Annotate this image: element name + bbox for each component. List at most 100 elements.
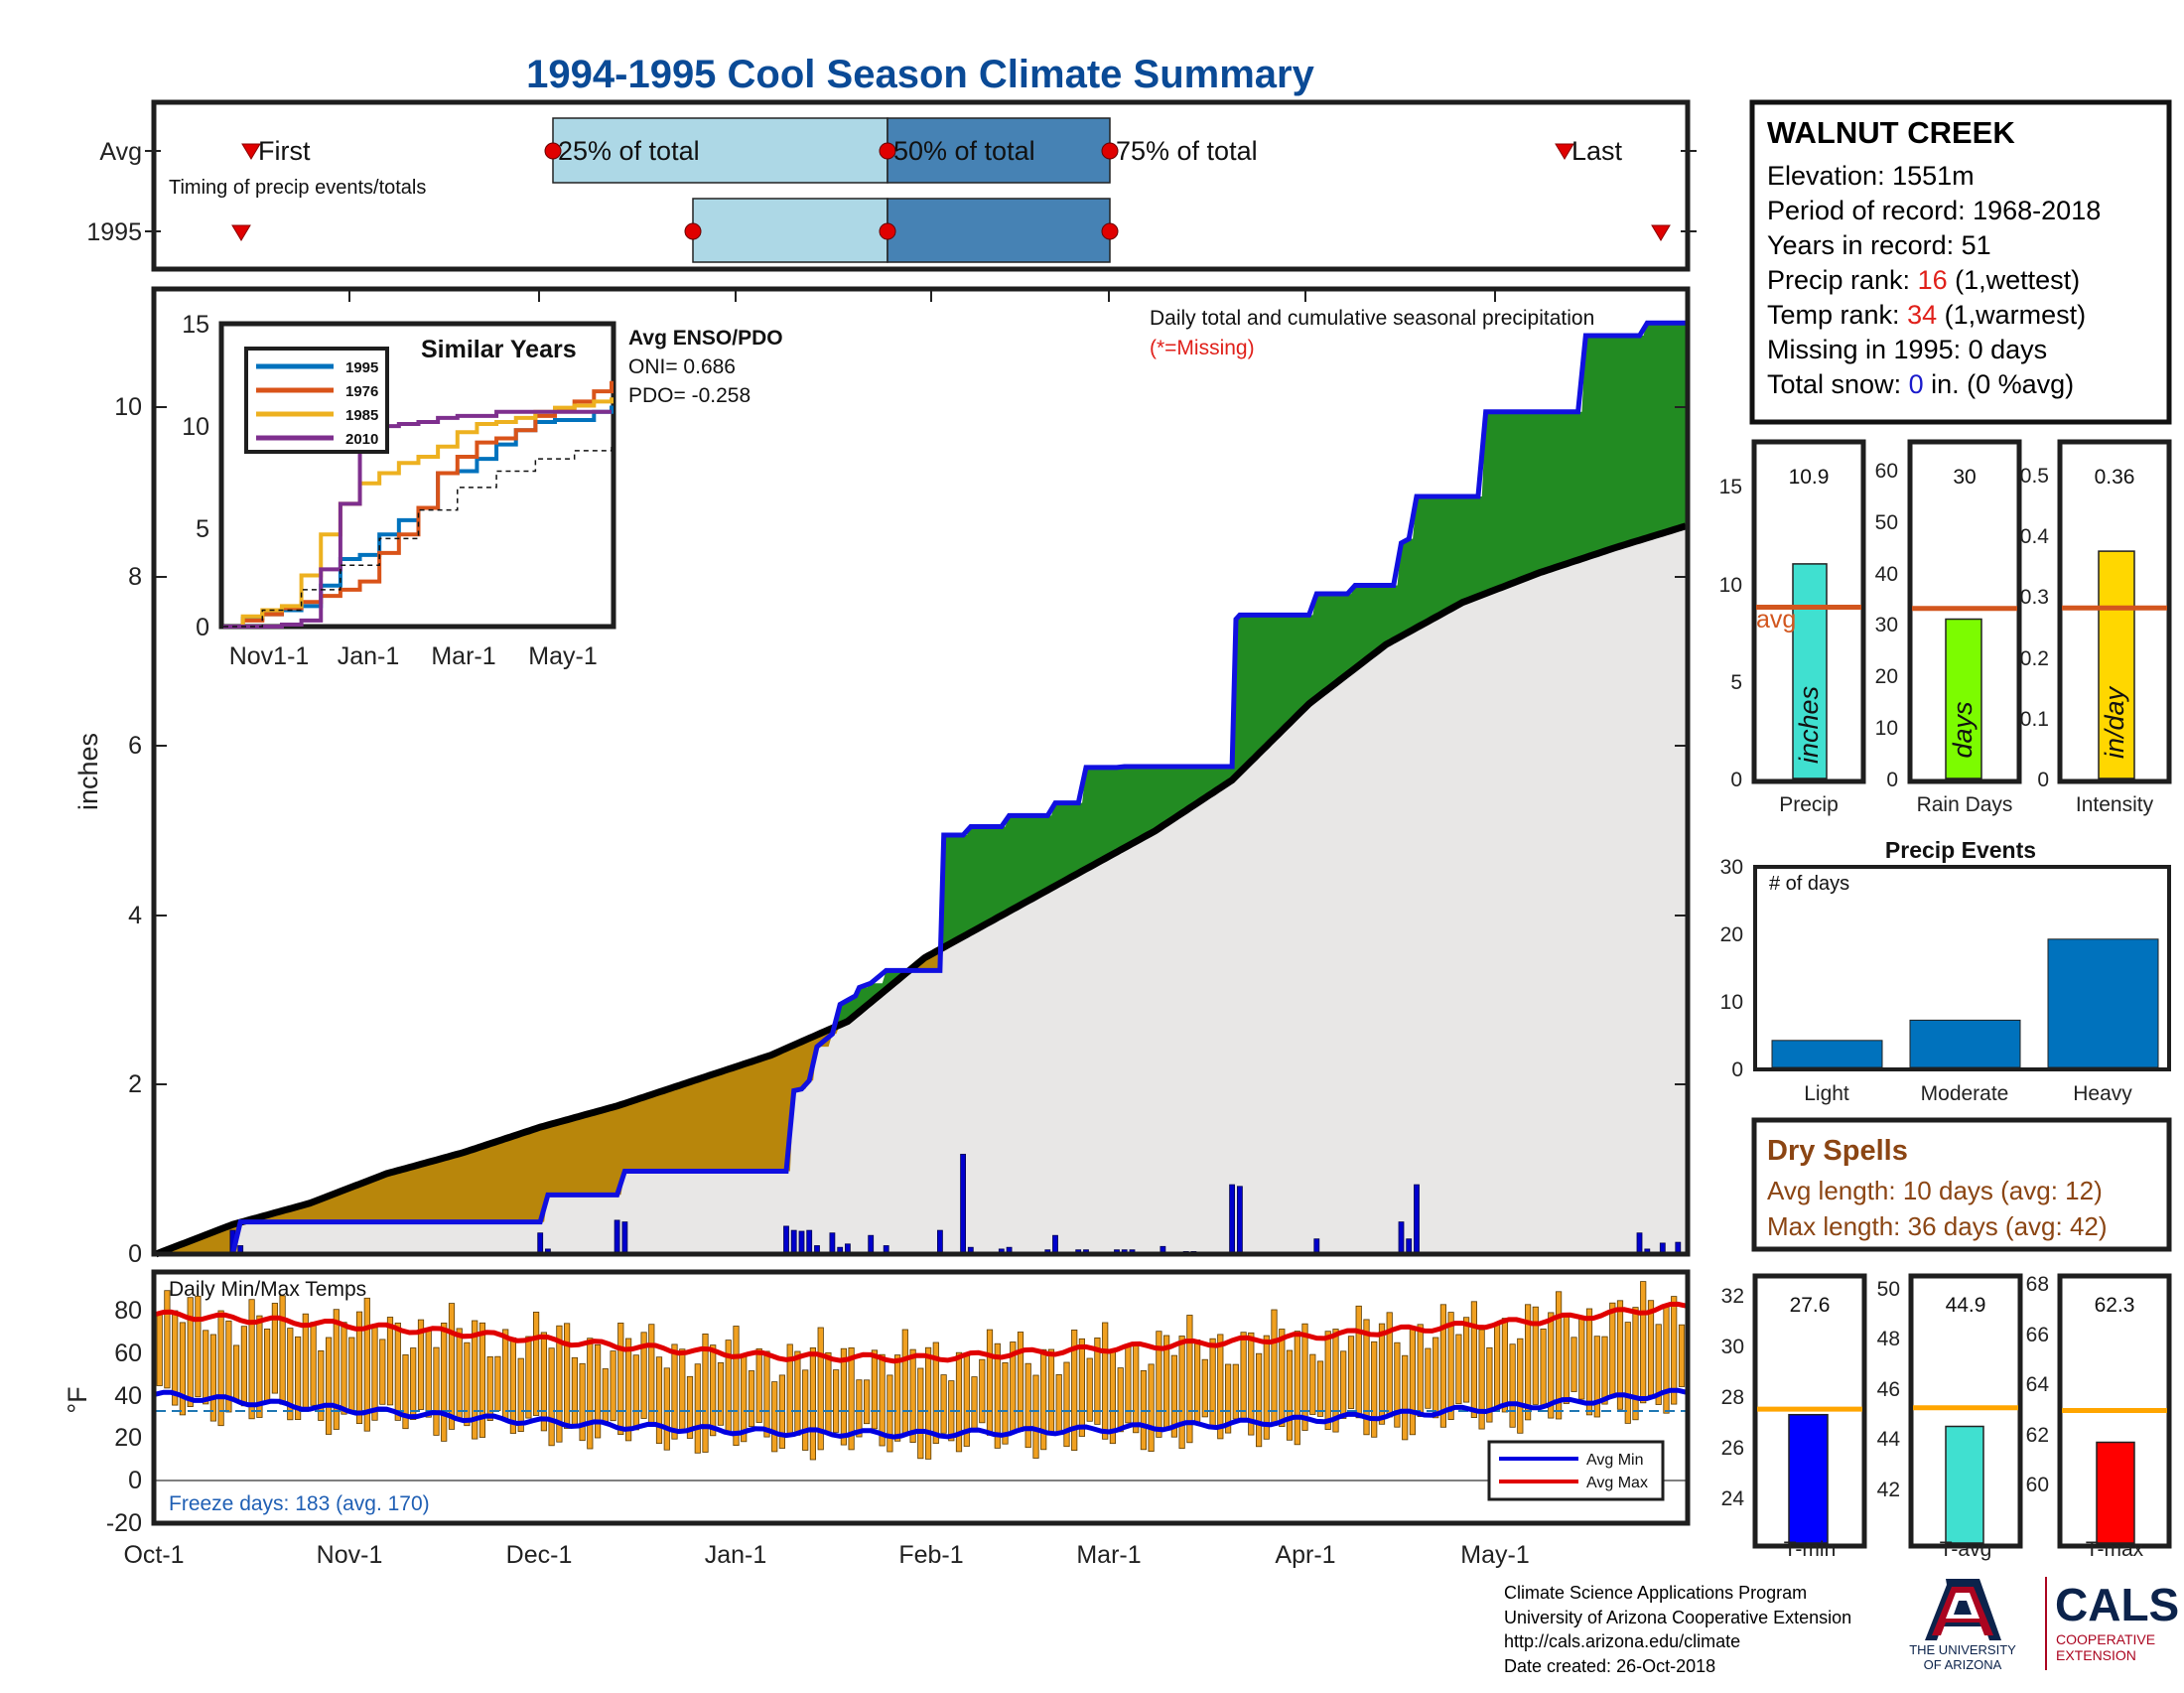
daily-temp-bar <box>564 1323 571 1429</box>
daily-temp-bar <box>540 1332 548 1432</box>
timing-row-1995: 1995 <box>86 218 142 246</box>
rain-ytick-0: 0 <box>1886 769 1898 791</box>
daily-precip-bar <box>1398 1221 1405 1255</box>
temps-chart-frame <box>151 1269 1691 1526</box>
tmax-ytick-60: 60 <box>2026 1474 2049 1496</box>
average-cumulative-area <box>156 525 1686 1254</box>
daily-temp-bar <box>1017 1332 1024 1432</box>
tmin-ytick-28: 28 <box>1721 1386 1744 1409</box>
daily-temp-bar <box>294 1336 302 1421</box>
rain-days-panel: 30 days Rain Days 0 10 20 30 40 50 60 <box>1875 439 2022 816</box>
daily-temp-bar <box>1402 1354 1409 1441</box>
tmin-ytick-30: 30 <box>1721 1336 1744 1358</box>
daily-temp-bar <box>1525 1304 1532 1421</box>
temps-legend <box>1487 1440 1665 1501</box>
daily-temp-bar <box>1501 1318 1508 1413</box>
tavg-ytick-48: 48 <box>1877 1328 1900 1350</box>
inset-ytick-0: 0 <box>196 614 209 641</box>
daily-temp-bar <box>302 1313 309 1408</box>
daily-temp-bar <box>533 1312 540 1416</box>
xtick-dec: Dec-1 <box>506 1541 573 1569</box>
legend-1995: 1995 <box>345 359 378 376</box>
y-tick-4: 4 <box>128 902 142 929</box>
tavg-bar <box>1945 1425 1984 1544</box>
intensity-panel: 0.36 in/day Intensity 0 0.1 0.2 0.3 0.4 … <box>2020 439 2172 816</box>
y1995-p50-marker <box>879 222 896 240</box>
precip-ytick-15: 15 <box>1719 476 1742 498</box>
station-precip-rank: Precip rank: 16 (1,wettest) <box>1767 265 2080 295</box>
events-title: Precip Events <box>1885 837 2036 863</box>
precip-y-ticks: 0 2 4 6 8 10 <box>114 393 142 1268</box>
daily-temp-bar <box>610 1350 616 1422</box>
tmax-ytick-64: 64 <box>2026 1373 2050 1396</box>
dry-spells-avg: Avg length: 10 days (avg: 12) <box>1767 1176 2103 1205</box>
coop-text-2: EXTENSION <box>2056 1647 2136 1663</box>
daily-temp-bar <box>472 1320 478 1440</box>
events-ytick-20: 20 <box>1720 923 1743 946</box>
daily-temp-bar <box>1086 1357 1093 1422</box>
dry-spells-max: Max length: 36 days (avg: 42) <box>1767 1211 2108 1241</box>
station-missing: Missing in 1995: 0 days <box>1767 335 2047 364</box>
events-cat-light: Light <box>1804 1082 1849 1105</box>
daily-temp-bar <box>1209 1338 1216 1429</box>
daily-precip-bar <box>1237 1186 1243 1255</box>
daily-temp-bar <box>1240 1332 1247 1420</box>
avg-max-line <box>155 1301 1687 1364</box>
daily-temp-bar <box>1556 1291 1563 1420</box>
int-ytick-02: 0.2 <box>2020 647 2049 670</box>
daily-temp-bar <box>1540 1329 1547 1407</box>
daily-temp-bar <box>1316 1360 1324 1417</box>
temp-rank-value: 34 <box>1907 300 1937 330</box>
daily-temp-bar <box>940 1374 947 1434</box>
daily-temp-bar <box>1094 1338 1101 1425</box>
daily-temp-bar <box>371 1327 378 1421</box>
daily-temp-bar <box>217 1310 224 1427</box>
daily-temp-bar <box>1570 1337 1577 1392</box>
cals-text: CALS <box>2055 1579 2179 1630</box>
daily-temp-bar <box>794 1350 801 1436</box>
events-moderate-bar <box>1909 1019 2021 1068</box>
daily-temp-bar <box>809 1347 817 1461</box>
daily-temp-bar <box>502 1329 509 1421</box>
avg-min-line <box>155 1387 1687 1440</box>
daily-temp-bar <box>509 1337 517 1434</box>
events-light-bar <box>1771 1040 1883 1068</box>
daily-precip-bar <box>798 1230 805 1255</box>
daily-temp-bar <box>441 1323 448 1442</box>
daily-temp-bar <box>209 1334 216 1422</box>
station-years: Years in record: 51 <box>1767 230 1991 260</box>
daily-temp-bar <box>1363 1319 1370 1436</box>
daily-temp-bar <box>1517 1338 1524 1434</box>
int-ytick-04: 0.4 <box>2020 525 2050 548</box>
footer-line-4: Date created: 26-Oct-2018 <box>1504 1655 1716 1676</box>
precip-rank-value: 16 <box>1918 265 1948 295</box>
inset-xtick-jan: Jan-1 <box>338 642 400 670</box>
daily-temp-bar <box>625 1338 632 1442</box>
daily-precip-bar <box>868 1234 875 1255</box>
inset-xtick-may: May-1 <box>528 642 597 670</box>
daily-temp-bar <box>694 1363 701 1454</box>
inset-ytick-15: 15 <box>182 311 209 339</box>
daily-temp-bar <box>256 1315 263 1418</box>
daily-temp-bar <box>1340 1350 1347 1419</box>
daily-temp-bar <box>663 1367 670 1451</box>
temps-ytick-n20: -20 <box>106 1509 142 1537</box>
tavg-ytick-46: 46 <box>1877 1378 1900 1401</box>
daily-temp-bar <box>856 1379 863 1438</box>
intensity-bar <box>2098 550 2135 779</box>
coop-text-1: COOPERATIVE <box>2056 1631 2155 1647</box>
daily-temp-bar <box>1309 1353 1316 1415</box>
daily-temp-bar <box>517 1357 524 1432</box>
daily-temp-bar <box>486 1356 493 1422</box>
daily-temp-bar <box>187 1297 194 1407</box>
daily-temp-bar <box>279 1295 286 1405</box>
cumulative-1995-line <box>156 320 1686 1257</box>
avg-p75-marker <box>1101 142 1119 160</box>
daily-temp-bar <box>1632 1307 1639 1421</box>
daily-temp-bar <box>571 1356 579 1428</box>
precip-ytick-5: 5 <box>1730 671 1742 694</box>
tmax-value: 62.3 <box>2095 1294 2135 1317</box>
daily-temp-bar <box>1170 1354 1177 1438</box>
y1995-p75-marker <box>1101 222 1119 240</box>
